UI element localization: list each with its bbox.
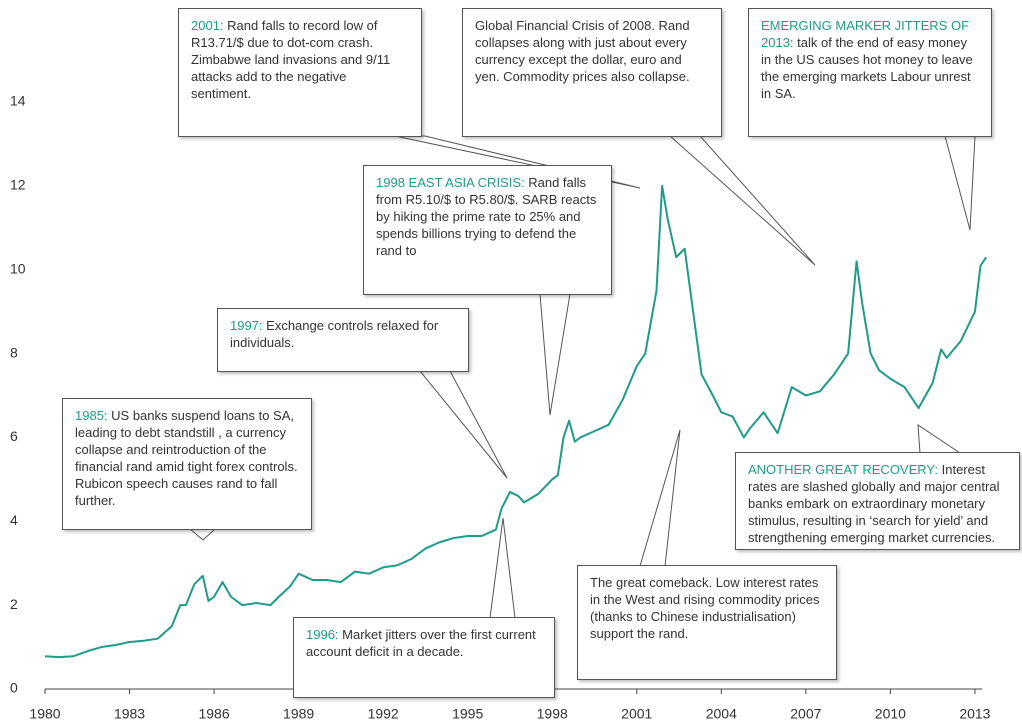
- annotation-text: Interest rates are slashed globally and …: [748, 462, 1000, 545]
- x-tick-label: 2010: [875, 706, 906, 722]
- annotation-label: 1996:: [306, 627, 339, 642]
- annotation-box: 1985: US banks suspend loans to SA, lead…: [62, 398, 312, 530]
- x-tick-label: 1983: [114, 706, 145, 722]
- annotation-text: Rand falls to record low of R13.71/$ due…: [191, 18, 391, 101]
- annotation-text: The great comeback. Low interest rates i…: [590, 575, 820, 641]
- y-tick-label: 14: [10, 93, 26, 109]
- annotation-box: 1997: Exchange controls relaxed for indi…: [217, 308, 469, 372]
- annotation-text: US banks suspend loans to SA, leading to…: [75, 408, 298, 508]
- callout-tail: [489, 517, 516, 619]
- callout-tail: [944, 135, 976, 231]
- annotation-text: Rand falls from R5.10/$ to R5.80/$. SARB…: [376, 175, 597, 258]
- callout-tail: [539, 293, 571, 416]
- annotation-box: EMERGING MARKER JITTERS OF 2013: talk of…: [748, 8, 992, 137]
- x-tick-label: 1986: [198, 706, 229, 722]
- y-tick-label: 10: [10, 260, 26, 276]
- annotation-label: EMERGING MARKER JITTERS OF 2013:: [761, 18, 970, 50]
- x-tick-label: 1980: [29, 706, 60, 722]
- x-tick-label: 1989: [283, 706, 314, 722]
- annotation-label: 1998 EAST ASIA CRISIS:: [376, 175, 525, 190]
- annotation-text: talk of the end of easy money in the US …: [761, 35, 973, 101]
- callout-tail: [917, 424, 962, 454]
- annotation-label: 1985:: [75, 408, 108, 423]
- y-tick-label: 12: [10, 177, 26, 193]
- annotation-box: Global Financial Crisis of 2008. Rand co…: [462, 8, 722, 137]
- y-tick-label: 8: [10, 344, 18, 360]
- annotation-box: 1996: Market jitters over the first curr…: [293, 617, 555, 698]
- x-tick-label: 1998: [537, 706, 568, 722]
- annotation-text: Market jitters over the first current ac…: [306, 627, 536, 659]
- annotation-text: Global Financial Crisis of 2008. Rand co…: [475, 18, 690, 84]
- annotation-text: Exchange controls relaxed for individual…: [230, 318, 439, 350]
- x-tick-label: 2004: [706, 706, 737, 722]
- annotation-box: The great comeback. Low interest rates i…: [577, 565, 837, 680]
- data-line: [44, 184, 988, 659]
- callout-tail: [668, 135, 816, 266]
- annotation-box: 1998 EAST ASIA CRISIS: Rand falls from R…: [363, 165, 612, 295]
- annotation-box: ANOTHER GREAT RECOVERY: Interest rates a…: [735, 452, 1020, 550]
- y-tick-label: 0: [10, 680, 18, 696]
- y-tick-label: 6: [10, 428, 18, 444]
- annotation-label: 2001:: [191, 18, 224, 33]
- annotation-box: 2001: Rand falls to record low of R13.71…: [178, 8, 422, 137]
- x-tick-label: 1995: [452, 706, 483, 722]
- annotation-label: ANOTHER GREAT RECOVERY:: [748, 462, 938, 477]
- x-tick-label: 2013: [959, 706, 990, 722]
- x-tick-label: 2001: [621, 706, 652, 722]
- annotation-label: 1997:: [230, 318, 263, 333]
- callout-tail: [639, 429, 681, 567]
- x-tick-label: 2007: [790, 706, 821, 722]
- y-tick-label: 4: [10, 512, 18, 528]
- y-tick-label: 2: [10, 596, 18, 612]
- callout-tail: [418, 370, 508, 479]
- x-tick-label: 1992: [368, 706, 399, 722]
- callout-tail: [188, 528, 217, 541]
